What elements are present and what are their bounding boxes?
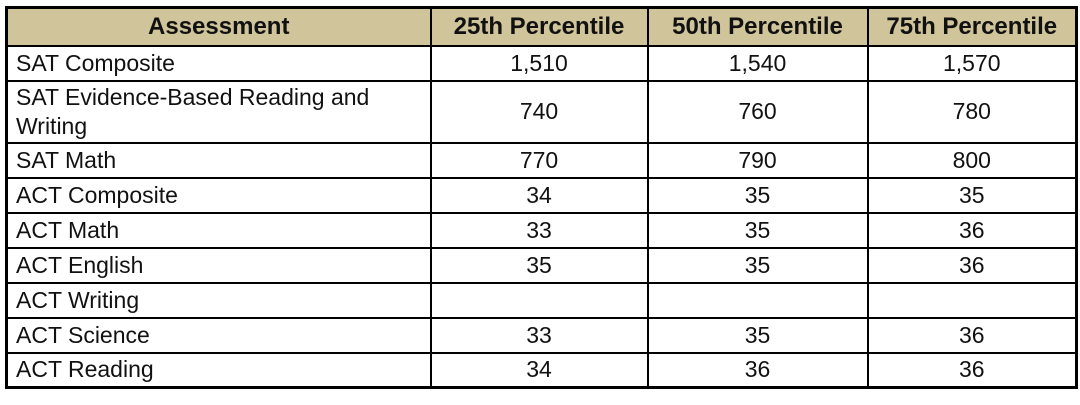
table-row: ACT Reading 34 36 36 xyxy=(5,351,1078,389)
header-75th-percentile: 75th Percentile xyxy=(866,6,1078,47)
assessment-cell: ACT Reading xyxy=(5,351,432,389)
value-cell: 780 xyxy=(866,80,1078,144)
value-cell: 790 xyxy=(646,141,869,179)
value-cell xyxy=(646,281,869,319)
assessment-cell: ACT Math xyxy=(5,211,432,249)
value-cell: 36 xyxy=(866,211,1078,249)
value-cell: 34 xyxy=(429,351,649,389)
table-row: ACT Math 33 35 36 xyxy=(5,211,1078,249)
value-cell xyxy=(429,281,649,319)
assessment-cell: SAT Evidence-Based Reading and Writing xyxy=(5,80,432,144)
value-cell: 35 xyxy=(646,211,869,249)
table-row: SAT Math 770 790 800 xyxy=(5,141,1078,179)
table-row: ACT Writing xyxy=(5,281,1078,319)
value-cell: 35 xyxy=(646,316,869,354)
assessment-percentile-table: Assessment 25th Percentile 50th Percenti… xyxy=(5,6,1078,389)
table-body: SAT Composite 1,510 1,540 1,570 SAT Evidence… xyxy=(5,45,1078,389)
value-cell: 1,540 xyxy=(646,45,869,82)
table-row: SAT Evidence-Based Reading and Writing 74… xyxy=(5,80,1078,144)
table-row: SAT Composite 1,510 1,540 1,570 xyxy=(5,45,1078,82)
table-row: ACT Composite 34 35 35 xyxy=(5,176,1078,214)
value-cell: 36 xyxy=(866,316,1078,354)
value-cell: 36 xyxy=(646,351,869,389)
assessment-cell: ACT Composite xyxy=(5,176,432,214)
value-cell: 35 xyxy=(429,246,649,284)
value-cell: 35 xyxy=(866,176,1078,214)
assessment-cell: SAT Math xyxy=(5,141,432,179)
assessment-cell: ACT Writing xyxy=(5,281,432,319)
value-cell: 1,510 xyxy=(429,45,649,82)
value-cell: 760 xyxy=(646,80,869,144)
table-header: Assessment 25th Percentile 50th Percenti… xyxy=(5,6,1078,47)
assessment-cell: SAT Composite xyxy=(5,45,432,82)
value-cell: 1,570 xyxy=(866,45,1078,82)
value-cell: 35 xyxy=(646,246,869,284)
value-cell: 34 xyxy=(429,176,649,214)
value-cell xyxy=(866,281,1078,319)
header-25th-percentile: 25th Percentile xyxy=(429,6,649,47)
value-cell: 33 xyxy=(429,316,649,354)
table-row: ACT English 35 35 36 xyxy=(5,246,1078,284)
value-cell: 740 xyxy=(429,80,649,144)
table-row: ACT Science 33 35 36 xyxy=(5,316,1078,354)
header-50th-percentile: 50th Percentile xyxy=(646,6,869,47)
value-cell: 36 xyxy=(866,351,1078,389)
value-cell: 35 xyxy=(646,176,869,214)
assessment-cell: ACT English xyxy=(5,246,432,284)
value-cell: 770 xyxy=(429,141,649,179)
assessment-cell: ACT Science xyxy=(5,316,432,354)
value-cell: 36 xyxy=(866,246,1078,284)
value-cell: 33 xyxy=(429,211,649,249)
value-cell: 800 xyxy=(866,141,1078,179)
header-row: Assessment 25th Percentile 50th Percenti… xyxy=(5,6,1078,47)
header-assessment: Assessment xyxy=(5,6,432,47)
percentile-table-container: Assessment 25th Percentile 50th Percenti… xyxy=(5,6,1078,389)
